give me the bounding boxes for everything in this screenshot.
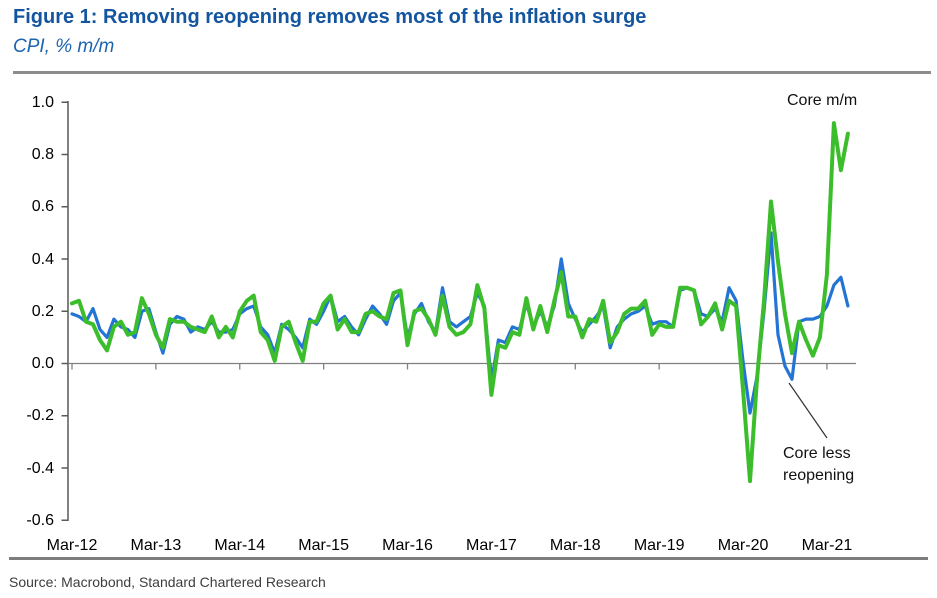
x-axis-label: Mar-21 xyxy=(801,537,853,554)
x-axis-label: Mar-16 xyxy=(382,537,433,554)
core-mm-line xyxy=(70,121,850,484)
series-label-core-less-reopening: Core less reopening xyxy=(783,445,855,484)
x-axis-label: Mar-15 xyxy=(298,537,349,554)
y-axis-label: 1.0 xyxy=(31,93,54,111)
figure-title: Figure 1: Removing reopening removes mos… xyxy=(13,6,647,28)
x-axis-label: Mar-20 xyxy=(717,537,769,554)
callout-leader-line xyxy=(788,382,828,439)
x-axis-label: Mar-14 xyxy=(214,537,266,554)
figure-subtitle: CPI, % m/m xyxy=(13,36,115,57)
x-axis-label: Mar-12 xyxy=(46,537,98,554)
series-label-core: Core m/m xyxy=(787,92,858,109)
y-axis-label: 0.8 xyxy=(31,146,54,163)
x-axis-label: Mar-19 xyxy=(633,537,685,554)
source-note: Source: Macrobond, Standard Chartered Re… xyxy=(9,574,326,590)
y-axis-label: -0.2 xyxy=(26,407,54,425)
x-axis-label: Mar-17 xyxy=(466,537,517,554)
y-axis-label: -0.6 xyxy=(26,511,54,529)
header-divider xyxy=(13,71,931,74)
y-axis-label: 0.2 xyxy=(31,302,54,320)
y-axis-label: 0.4 xyxy=(31,250,54,268)
footer-divider xyxy=(9,557,928,560)
y-axis-label: 0.0 xyxy=(31,355,54,372)
y-axis-label: 0.6 xyxy=(31,198,54,216)
y-axis-label: -0.4 xyxy=(26,459,54,477)
x-axis-label: Mar-13 xyxy=(130,537,182,554)
x-axis-label: Mar-18 xyxy=(549,537,601,554)
